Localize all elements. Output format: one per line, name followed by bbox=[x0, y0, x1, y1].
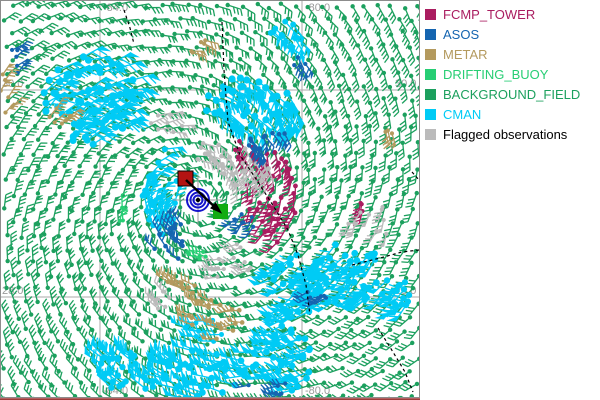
legend-swatch-metar bbox=[425, 49, 436, 60]
flagged-cluster bbox=[195, 141, 235, 179]
legend: FCMP_TOWER ASOS METAR DRIFTING_BUOY BACKGROU… bbox=[425, 8, 580, 141]
legend-label: BACKGROUND_FIELD bbox=[443, 87, 581, 102]
legend-item-fcmp_tower: FCMP_TOWER bbox=[425, 8, 580, 21]
legend-label: ASOS bbox=[443, 27, 480, 42]
cman-cluster bbox=[361, 277, 413, 322]
cman-cluster bbox=[203, 74, 305, 153]
legend-label: DRIFTING_BUOY bbox=[443, 67, 549, 82]
flagged-cluster bbox=[220, 146, 275, 205]
asos-cluster bbox=[143, 205, 185, 261]
coastline bbox=[123, 9, 420, 393]
asos-cluster bbox=[292, 55, 314, 83]
asos-cluster bbox=[9, 40, 34, 75]
drifting_buoy-cluster bbox=[184, 244, 208, 261]
legend-item-metar: METAR bbox=[425, 48, 580, 61]
cman-cluster bbox=[292, 241, 380, 313]
observation-map: -84.0-84.0-80.0-80.030.030.028.028.0 bbox=[0, 0, 420, 400]
legend-swatch-background_field bbox=[425, 89, 436, 100]
legend-item-asos: ASOS bbox=[425, 28, 580, 41]
legend-swatch-asos bbox=[425, 29, 436, 40]
flagged-cluster bbox=[144, 275, 172, 311]
metar-cluster bbox=[0, 63, 29, 115]
map-bottom-strip bbox=[0, 398, 420, 400]
flagged-cluster bbox=[337, 204, 389, 249]
meridian-label: -80.0 bbox=[305, 385, 330, 397]
storm-motion-arrow bbox=[185, 179, 218, 210]
legend-item-flagged: Flagged observations bbox=[425, 128, 580, 141]
storm-center-ring bbox=[192, 194, 204, 206]
asos-cluster bbox=[246, 130, 292, 169]
map-border bbox=[0, 0, 420, 398]
drifting_buoy-cluster bbox=[117, 190, 129, 224]
legend-label: Flagged observations bbox=[443, 127, 568, 142]
cman-cluster bbox=[84, 334, 157, 392]
metar-cluster bbox=[189, 38, 221, 63]
legend-label: METAR bbox=[443, 47, 488, 62]
legend-swatch-fcmp_tower bbox=[425, 9, 436, 20]
cman-cluster bbox=[40, 45, 162, 148]
storm-center-dot bbox=[195, 197, 201, 203]
cman-cluster bbox=[169, 313, 225, 344]
arrow-head bbox=[210, 202, 223, 214]
flagged-cluster bbox=[197, 241, 253, 280]
metar-cluster bbox=[175, 288, 245, 342]
legend-label: FCMP_TOWER bbox=[443, 7, 536, 22]
metar-cluster bbox=[381, 128, 397, 151]
asos-cluster bbox=[231, 378, 288, 398]
cman-cluster bbox=[134, 334, 248, 398]
storm-markers bbox=[173, 170, 228, 225]
legend-item-background_field: BACKGROUND_FIELD bbox=[425, 88, 580, 101]
metar-cluster bbox=[155, 266, 197, 296]
map-layers: -84.0-84.0-80.0-80.030.030.028.028.0 bbox=[0, 0, 420, 398]
cman-cluster bbox=[267, 18, 311, 66]
legend-swatch-flagged bbox=[425, 129, 436, 140]
legend-item-cman: CMAN bbox=[425, 108, 580, 121]
legend-item-drifting_buoy: DRIFTING_BUOY bbox=[425, 68, 580, 81]
legend-swatch-cman bbox=[425, 109, 436, 120]
legend-swatch-drifting_buoy bbox=[425, 69, 436, 80]
flagged-cluster bbox=[149, 110, 199, 140]
asos-cluster bbox=[218, 212, 256, 239]
metar-cluster bbox=[47, 97, 87, 126]
legend-label: CMAN bbox=[443, 107, 482, 122]
